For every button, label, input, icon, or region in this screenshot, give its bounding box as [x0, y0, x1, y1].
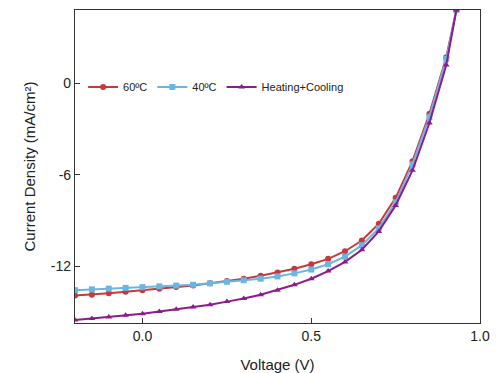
svg-text:1.0: 1.0 [470, 328, 490, 344]
svg-text:0.5: 0.5 [302, 328, 322, 344]
svg-text:Heating+Cooling: Heating+Cooling [262, 81, 344, 93]
svg-text:Current Density (mA/cm²): Current Density (mA/cm²) [21, 81, 38, 251]
svg-text:0.0: 0.0 [133, 328, 153, 344]
svg-text:-6: -6 [59, 167, 72, 183]
svg-text:0: 0 [63, 75, 71, 91]
svg-text:Voltage (V): Voltage (V) [240, 356, 314, 373]
svg-text:-12: -12 [51, 258, 71, 274]
svg-text:40ºC: 40ºC [192, 81, 216, 93]
svg-text:60ºC: 60ºC [123, 81, 147, 93]
